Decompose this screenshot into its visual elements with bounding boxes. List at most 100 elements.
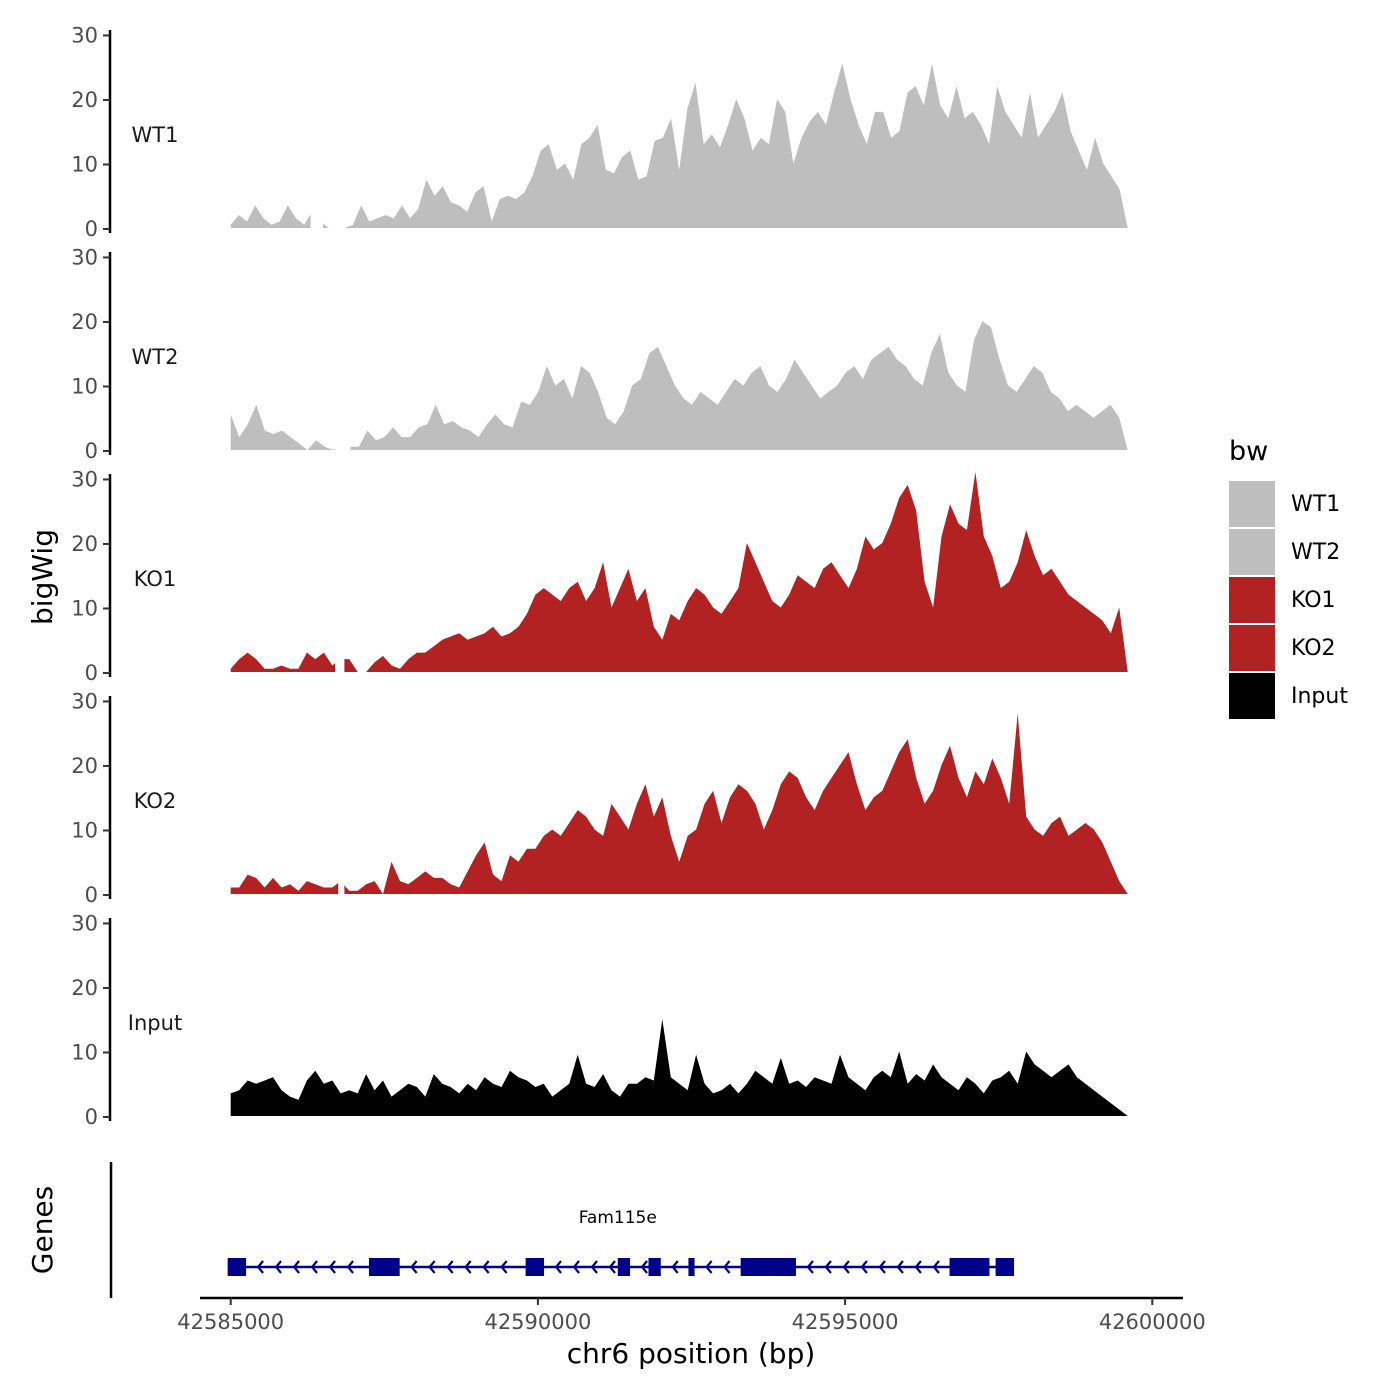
y-tick-label: 30 <box>71 23 98 47</box>
legend-label: WT2 <box>1291 540 1340 565</box>
gene-exon <box>617 1258 631 1276</box>
strand-arrow <box>671 1260 679 1274</box>
y-tick-label: 10 <box>71 596 98 620</box>
track-label: WT1 <box>132 123 179 147</box>
strand-arrow <box>428 1260 436 1274</box>
legend-label: KO2 <box>1291 636 1336 661</box>
strand-arrow <box>346 1260 354 1274</box>
gene-exon <box>949 1258 990 1276</box>
legend-entry-wt2: WT2 <box>1229 529 1340 575</box>
legend-entries: WT1 WT2 KO1 KO2 Input <box>1229 481 1348 719</box>
y-tick-label: 30 <box>71 689 98 713</box>
legend-swatch <box>1229 625 1275 671</box>
strand-arrow <box>410 1260 418 1274</box>
coverage-area-input <box>230 1019 1128 1116</box>
y-tick-label: 10 <box>71 1040 98 1064</box>
track-ko2: 0 10 20 30 KO2 <box>71 689 1128 907</box>
legend-label: Input <box>1291 684 1348 709</box>
y-tick-label: 0 <box>85 439 98 463</box>
coverage-gap <box>335 252 351 451</box>
coverage-gap <box>310 30 323 229</box>
x-tick-label: 42590000 <box>484 1310 591 1334</box>
track-ko1: 0 10 20 30 KO1 <box>71 467 1128 685</box>
legend-swatch <box>1229 529 1275 575</box>
strand-arrow <box>806 1260 814 1274</box>
legend: bw WT1 WT2 KO1 KO2 Input <box>1229 436 1348 719</box>
legend-label: WT1 <box>1291 492 1340 517</box>
coverage-gap <box>338 696 345 895</box>
strand-arrow <box>328 1260 336 1274</box>
gene-name-label: Fam115e <box>579 1208 657 1228</box>
y-tick-label: 30 <box>71 245 98 269</box>
gene-exon <box>525 1258 545 1276</box>
gene-exon <box>740 1258 796 1276</box>
strand-arrow <box>640 1260 648 1274</box>
x-axis-title: chr6 position (bp) <box>567 1337 816 1370</box>
x-axis-ticks: 42585000 42590000 42595000 42600000 <box>177 1298 1206 1334</box>
x-tick-label: 42585000 <box>177 1310 284 1334</box>
gene-exon <box>995 1258 1015 1276</box>
y-tick-label: 10 <box>71 152 98 176</box>
x-axis: 42585000 42590000 42595000 42600000 chr6 po… <box>177 1296 1206 1370</box>
coverage-tracks: 0 10 20 30 WT1 0 10 20 30 WT2 0 10 20 30 KO1 0 10 20 30 KO2… <box>71 23 1128 1129</box>
y-tick-label: 20 <box>71 88 98 112</box>
gene-exon <box>648 1258 661 1276</box>
y-tick-label: 0 <box>85 883 98 907</box>
strand-arrow <box>274 1260 282 1274</box>
strand-arrow <box>824 1260 832 1274</box>
strand-arrow <box>723 1260 731 1274</box>
strand-arrow <box>896 1260 904 1274</box>
strand-arrow <box>842 1260 850 1274</box>
strand-arrow <box>482 1260 490 1274</box>
strand-arrow <box>256 1260 264 1274</box>
strand-arrow <box>590 1260 598 1274</box>
strand-arrow <box>914 1260 922 1274</box>
legend-swatch <box>1229 481 1275 527</box>
gene-track-title: Genes <box>26 1186 59 1274</box>
strand-arrow <box>310 1260 318 1274</box>
strand-arrow <box>292 1260 300 1274</box>
coverage-area-wt2 <box>230 321 1128 450</box>
y-tick-label: 10 <box>71 374 98 398</box>
legend-title: bw <box>1229 436 1268 467</box>
track-label: KO1 <box>134 567 177 591</box>
legend-entry-input: Input <box>1229 673 1348 719</box>
strand-arrow <box>554 1260 562 1274</box>
y-tick-label: 30 <box>71 467 98 491</box>
y-tick-label: 0 <box>85 661 98 685</box>
y-tick-label: 20 <box>71 310 98 334</box>
y-tick-label: 0 <box>85 217 98 241</box>
y-axis-title: bigWig <box>26 529 59 625</box>
y-tick-label: 20 <box>71 754 98 778</box>
gene-exon <box>368 1258 400 1276</box>
gene-exon <box>227 1258 247 1276</box>
strand-arrow <box>860 1260 868 1274</box>
legend-entry-ko2: KO2 <box>1229 625 1336 671</box>
track-label: KO2 <box>134 789 177 813</box>
track-label: Input <box>128 1011 182 1035</box>
strand-arrow <box>464 1260 472 1274</box>
coverage-area-ko1 <box>230 472 1128 672</box>
gene-track: Genes Fam115e <box>26 1162 1015 1298</box>
gene-exon <box>688 1258 695 1276</box>
coverage-area-ko2 <box>230 713 1128 894</box>
gene-models: Fam115e <box>227 1208 1015 1276</box>
strand-arrow <box>878 1260 886 1274</box>
strand-arrow <box>500 1260 508 1274</box>
strand-arrow <box>932 1260 940 1274</box>
coverage-gap <box>335 474 345 673</box>
legend-entry-wt1: WT1 <box>1229 481 1340 527</box>
y-tick-label: 20 <box>71 976 98 1000</box>
coverage-area-wt1 <box>230 63 1128 228</box>
y-tick-label: 0 <box>85 1105 98 1129</box>
strand-arrow <box>446 1260 454 1274</box>
track-input: 0 10 20 30 Input <box>71 911 1128 1129</box>
strand-arrow <box>608 1260 616 1274</box>
legend-swatch <box>1229 577 1275 623</box>
legend-label: KO1 <box>1291 588 1336 613</box>
legend-swatch <box>1229 673 1275 719</box>
strand-arrow <box>705 1260 713 1274</box>
y-tick-label: 20 <box>71 532 98 556</box>
track-label: WT2 <box>132 345 179 369</box>
